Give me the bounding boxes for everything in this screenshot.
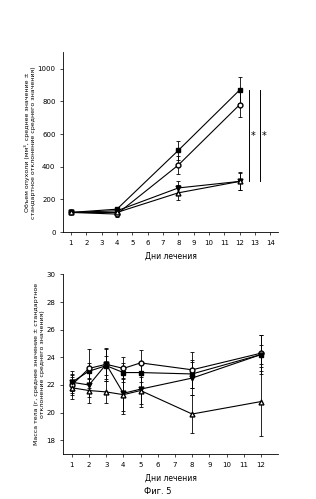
Y-axis label: Объем опухоли (мм³, среднее значение ±
стандартное отклонение среднего значения): Объем опухоли (мм³, среднее значение ± с… [24, 66, 36, 219]
X-axis label: Дни лечения: Дни лечения [145, 251, 197, 260]
Text: *: * [251, 131, 256, 141]
Text: *: * [262, 131, 266, 141]
Text: Фиг. 5: Фиг. 5 [144, 487, 172, 496]
Y-axis label: Масса тела (г, среднее значение ± стандартное
отклонение среднего значения): Масса тела (г, среднее значение ± станда… [34, 283, 45, 445]
X-axis label: Дни лечения: Дни лечения [145, 473, 197, 483]
